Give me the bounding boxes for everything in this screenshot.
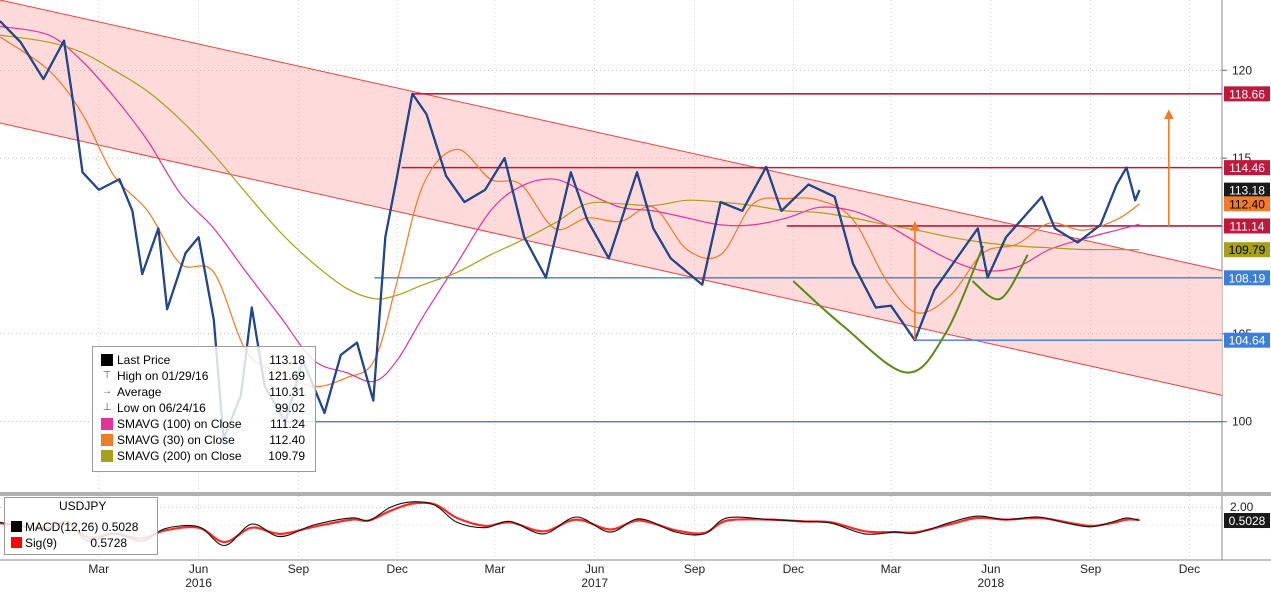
time-tick-label: Dec	[783, 562, 804, 576]
signal-value: 0.5728	[90, 536, 128, 550]
average-icon: →	[102, 386, 112, 397]
price-tag-label: 113.18	[1229, 184, 1265, 198]
channel-lower-line	[0, 122, 1223, 396]
macd-panel-title: USDJPY	[59, 499, 107, 513]
handle-pattern-curve	[971, 254, 1029, 301]
year-label: 2017	[581, 576, 608, 590]
orange-square-icon	[101, 434, 113, 446]
macd-tick-label: 2.00	[1230, 500, 1254, 514]
signal-label: Sig(9)	[25, 536, 58, 550]
price-tag-box	[1224, 196, 1270, 212]
price-tag-box	[1224, 182, 1270, 198]
macd-legend-row: MACD(12,26) 0.5028	[11, 519, 138, 535]
moving-average-line	[0, 34, 1140, 300]
black-square-icon	[11, 521, 22, 532]
price-tag-box	[1224, 160, 1270, 176]
time-tick-label: Jun	[585, 562, 604, 576]
price-tag-label: 111.14	[1230, 219, 1265, 233]
price-tag-label: 118.66	[1229, 87, 1265, 101]
price-tag-label: 112.40	[1229, 197, 1265, 211]
black-square-icon	[101, 354, 113, 366]
time-tick-label: Sep	[1080, 562, 1102, 576]
price-tag-label: 114.46	[1229, 161, 1265, 175]
legend-label: High on 01/29/16	[117, 369, 209, 383]
year-label: 2018	[977, 576, 1004, 590]
time-tick-label: Sep	[684, 562, 706, 576]
time-tick-label: Dec	[1179, 562, 1200, 576]
legend-value: 112.40	[269, 433, 305, 447]
legend-label: Last Price	[117, 353, 171, 367]
time-tick-label: Jun	[981, 562, 1000, 576]
legend-label: SMAVG (30) on Close	[117, 433, 235, 447]
cup-pattern-curve	[792, 245, 985, 374]
legend-value: 121.69	[268, 369, 305, 383]
price-tag-box	[1224, 242, 1270, 258]
price-tag-box	[1224, 270, 1270, 286]
signal-legend-row: Sig(9) 0.5728	[11, 535, 127, 551]
legend-value: 109.79	[268, 449, 305, 463]
legend-row-smavg-30: SMAVG (30) on Close 112.40	[99, 432, 309, 448]
legend-row-average: → Average 110.31	[99, 384, 309, 400]
legend-value: 110.31	[269, 385, 305, 399]
legend-value: 111.24	[270, 417, 305, 431]
legend-row-low: ⊥ Low on 06/24/16 99.02	[99, 400, 309, 416]
price-tag-box	[1224, 218, 1270, 234]
price-tick-label: 100	[1232, 415, 1252, 429]
time-tick-label: Jun	[189, 562, 208, 576]
macd-value: 0.5028	[101, 520, 139, 534]
price-line	[0, 20, 1141, 440]
legend-value: 113.18	[269, 353, 305, 367]
price-tag-box	[1224, 86, 1270, 102]
macd-line	[0, 501, 1140, 547]
price-tag-box	[1224, 332, 1270, 348]
legend-value: 99.02	[274, 401, 305, 415]
price-tag-label: 104.64	[1229, 334, 1266, 348]
legend-row-smavg-100: SMAVG (100) on Close 111.24	[99, 416, 309, 432]
time-tick-label: Dec	[387, 562, 408, 576]
legend-row-high: ⊤ High on 01/29/16 121.69	[99, 368, 309, 384]
macd-tag-label: 0.5028	[1229, 514, 1266, 528]
olive-square-icon	[101, 450, 113, 462]
red-square-icon	[11, 537, 22, 548]
time-tick-label: Mar	[485, 562, 506, 576]
time-tick-label: Sep	[288, 562, 310, 576]
legend-label: Low on 06/24/16	[117, 401, 206, 415]
low-icon: ⊥	[102, 402, 112, 413]
legend-label: Average	[117, 385, 162, 399]
price-tag-label: 108.19	[1229, 271, 1266, 285]
panel-divider	[0, 492, 1271, 496]
time-tick-label: Mar	[881, 562, 902, 576]
time-tick-label: Mar	[88, 562, 109, 576]
macd-legend: USDJPY MACD(12,26) 0.5028 Sig(9) 0.5728	[4, 497, 158, 555]
price-tick-label: 120	[1232, 63, 1252, 77]
price-legend: Last Price 113.18 ⊤ High on 01/29/16 121…	[92, 346, 316, 472]
legend-label: SMAVG (200) on Close	[117, 449, 242, 463]
high-icon: ⊤	[102, 370, 112, 381]
macd-label: MACD(12,26)	[25, 520, 99, 534]
price-tag-label: 109.79	[1229, 243, 1266, 257]
legend-label: SMAVG (100) on Close	[117, 417, 242, 431]
magenta-square-icon	[101, 418, 113, 430]
legend-row-smavg-200: SMAVG (200) on Close 109.79	[99, 448, 309, 464]
legend-row-last-price: Last Price 113.18	[99, 352, 309, 368]
year-label: 2016	[185, 576, 212, 590]
macd-tag-box	[1224, 513, 1270, 529]
trend-channel-fill	[0, 0, 1222, 396]
